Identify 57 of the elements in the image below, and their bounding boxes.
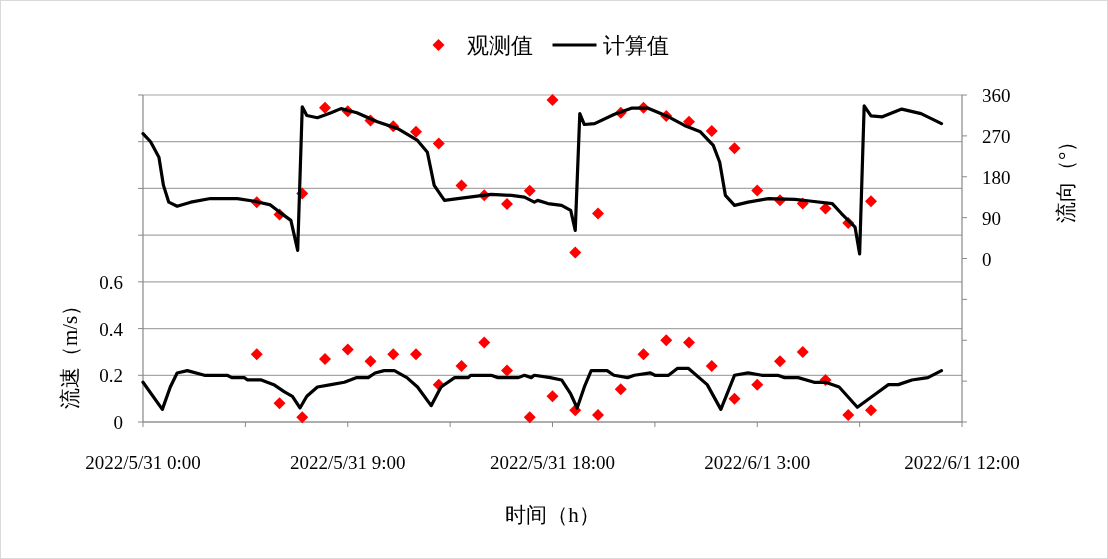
x-tick-label: 2022/5/31 0:00	[85, 452, 201, 473]
point	[319, 101, 331, 114]
point	[705, 124, 718, 137]
legend-label: 计算值	[602, 33, 669, 58]
point	[523, 411, 536, 424]
point	[341, 343, 354, 356]
point	[728, 392, 741, 405]
y2-axis-title: 流向（°）	[1053, 130, 1078, 223]
point	[364, 355, 377, 368]
point	[387, 348, 400, 361]
point	[410, 125, 422, 138]
y-tick-label: 0.6	[99, 271, 123, 293]
point	[569, 246, 582, 259]
x-tick-label: 2022/5/31 9:00	[289, 452, 406, 473]
point	[455, 179, 468, 192]
y2-tick-label: 270	[982, 125, 1011, 147]
y2-tick-label: 360	[982, 85, 1011, 106]
y2-tick-label: 180	[982, 166, 1011, 188]
y2-tick-label: 90	[982, 207, 1001, 229]
point	[796, 345, 809, 358]
y-tick-label: 0.4	[99, 318, 124, 340]
point	[592, 408, 604, 421]
point	[614, 383, 627, 396]
point	[865, 195, 877, 208]
point	[319, 352, 331, 365]
point	[774, 355, 786, 368]
point	[683, 336, 695, 349]
point	[546, 390, 559, 403]
point	[842, 408, 855, 421]
y-tick-label: 0	[113, 412, 123, 433]
point	[455, 359, 468, 372]
legend-label: 观测值	[466, 33, 533, 58]
point	[501, 198, 513, 210]
point	[501, 364, 513, 377]
x-tick-label: 2022/6/1 3:00	[704, 452, 811, 473]
point	[660, 334, 673, 347]
point	[410, 348, 422, 361]
point	[592, 207, 604, 220]
point	[250, 348, 263, 361]
y2-tick-label: 0	[982, 248, 992, 270]
y-tick-label: 0.2	[99, 365, 123, 387]
point	[865, 404, 877, 417]
point	[637, 348, 650, 361]
point	[432, 137, 445, 150]
point	[728, 142, 741, 155]
point	[751, 378, 764, 391]
x-tick-label: 2022/6/1 12:00	[904, 452, 1020, 473]
point	[273, 397, 286, 410]
point	[705, 359, 718, 372]
point	[546, 94, 559, 106]
point	[751, 184, 764, 197]
point	[296, 411, 309, 424]
point	[478, 336, 491, 349]
point	[523, 184, 536, 197]
x-axis-title: 时间（h）	[505, 503, 600, 527]
x-tick-label: 2022/5/31 18:00	[489, 452, 616, 473]
y-axis-title: 流速（m/s）	[57, 294, 82, 410]
